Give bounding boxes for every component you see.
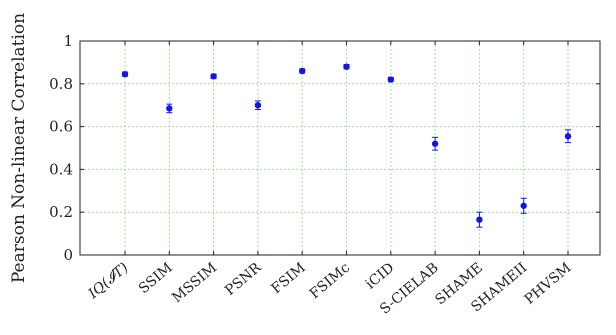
x-tick-label: PHVSM bbox=[522, 260, 575, 308]
y-tick-label: 0.6 bbox=[49, 118, 73, 136]
x-tick-label: FSIM bbox=[268, 260, 308, 297]
data-point bbox=[299, 67, 306, 75]
data-point bbox=[121, 70, 129, 78]
x-tick-label: PSNR bbox=[222, 260, 265, 299]
y-tick-label: 1 bbox=[63, 32, 73, 50]
x-tick-label: IQ(𝓘T) bbox=[85, 260, 132, 303]
y-axis: 0 0.2 0.4 0.6 0.8 1 bbox=[49, 32, 600, 264]
data-point bbox=[166, 105, 173, 112]
y-tick-label: 0 bbox=[63, 246, 73, 264]
data-point bbox=[387, 76, 394, 83]
data-point bbox=[564, 133, 572, 140]
x-tick-label: iCID bbox=[363, 260, 398, 293]
y-tick-label: 0.8 bbox=[49, 75, 73, 93]
y-tick-label: 0.4 bbox=[49, 160, 73, 178]
x-tick-label: MSSIM bbox=[169, 260, 220, 306]
data-points bbox=[121, 63, 572, 228]
data-point bbox=[520, 202, 527, 209]
grid-layer bbox=[80, 40, 600, 256]
y-axis-title: Pearson Non-linear Correlation bbox=[9, 13, 29, 283]
data-point bbox=[210, 73, 217, 80]
data-point bbox=[254, 102, 262, 109]
x-tick-label: FSIMc bbox=[307, 260, 353, 303]
y-tick-label: 0.2 bbox=[49, 203, 73, 221]
data-point bbox=[431, 140, 439, 147]
plot-frame bbox=[79, 40, 601, 256]
x-tick-label: SSIM bbox=[136, 260, 176, 297]
data-point bbox=[476, 216, 483, 223]
data-point bbox=[343, 63, 350, 70]
